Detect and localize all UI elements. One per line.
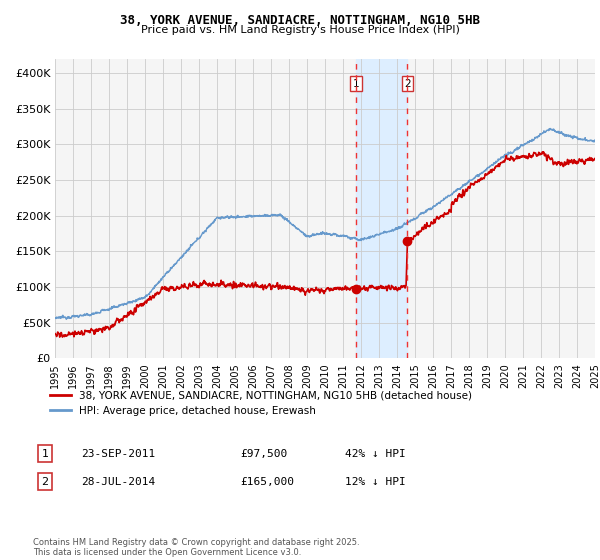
Text: 42% ↓ HPI: 42% ↓ HPI <box>345 449 406 459</box>
Text: 1: 1 <box>41 449 49 459</box>
Text: 12% ↓ HPI: 12% ↓ HPI <box>345 477 406 487</box>
Legend: 38, YORK AVENUE, SANDIACRE, NOTTINGHAM, NG10 5HB (detached house), HPI: Average : 38, YORK AVENUE, SANDIACRE, NOTTINGHAM, … <box>44 384 478 422</box>
Text: £97,500: £97,500 <box>240 449 287 459</box>
Text: 2: 2 <box>41 477 49 487</box>
Text: 28-JUL-2014: 28-JUL-2014 <box>81 477 155 487</box>
Text: Price paid vs. HM Land Registry's House Price Index (HPI): Price paid vs. HM Land Registry's House … <box>140 25 460 35</box>
Text: 38, YORK AVENUE, SANDIACRE, NOTTINGHAM, NG10 5HB: 38, YORK AVENUE, SANDIACRE, NOTTINGHAM, … <box>120 14 480 27</box>
Text: 23-SEP-2011: 23-SEP-2011 <box>81 449 155 459</box>
Bar <box>356 59 407 358</box>
Text: Contains HM Land Registry data © Crown copyright and database right 2025.
This d: Contains HM Land Registry data © Crown c… <box>33 538 359 557</box>
Text: 2: 2 <box>404 79 411 89</box>
Text: 1: 1 <box>353 79 359 89</box>
Text: £165,000: £165,000 <box>240 477 294 487</box>
